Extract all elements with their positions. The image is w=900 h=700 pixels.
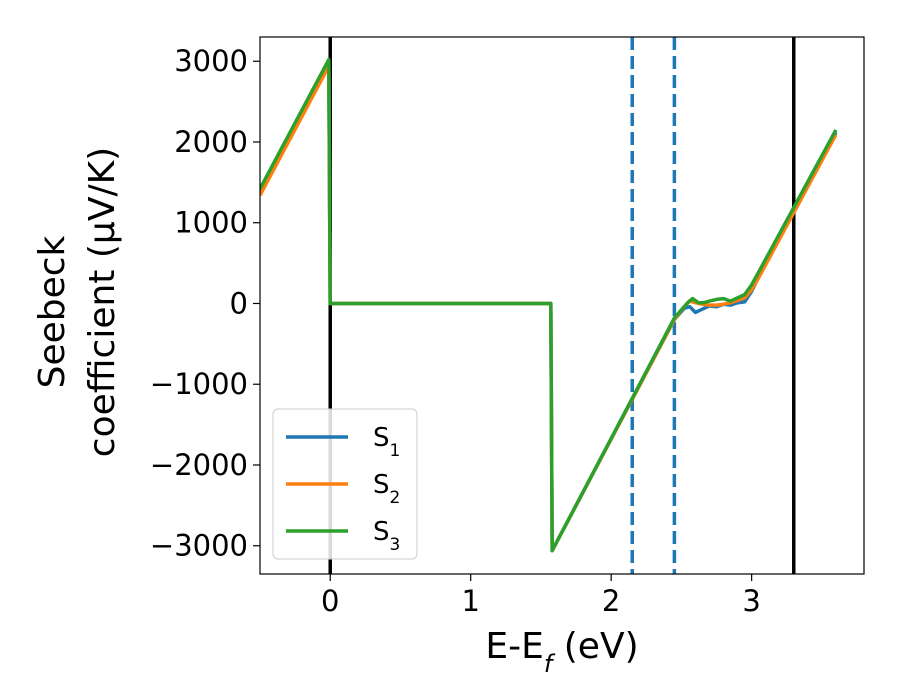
y-tick-label: −2000 <box>150 448 248 482</box>
y-tick-label: 0 <box>230 286 248 320</box>
plot-frame <box>259 36 865 575</box>
y-tick-label: 3000 <box>174 44 248 78</box>
x-axis: 0 1 2 3 <box>321 574 761 618</box>
legend-label-S2: S2 <box>373 470 400 508</box>
x-tick-label: 2 <box>602 584 620 618</box>
y-tick-label: −1000 <box>150 367 248 401</box>
legend-label-S1: S1 <box>373 423 400 461</box>
x-tick-label: 1 <box>461 584 479 618</box>
x-axis-label: E-Ef (eV) <box>485 626 638 678</box>
y-axis-label-line2: coefficient (μV/K) <box>82 147 123 457</box>
series-line-S3 <box>260 57 838 553</box>
series-lines <box>260 57 838 553</box>
y-tick-label: 1000 <box>174 206 248 240</box>
y-tick-label: −3000 <box>150 529 248 563</box>
y-axis: 3000 2000 1000 0 −1000 −2000 −3000 <box>150 44 260 563</box>
x-tick-label: 0 <box>321 584 339 618</box>
y-tick-label: 2000 <box>174 125 248 159</box>
x-tick-label: 3 <box>742 584 760 618</box>
legend-label-S3: S3 <box>373 517 400 555</box>
legend: S1 S2 S3 <box>272 408 418 560</box>
y-axis-label-line1: Seebeck <box>32 235 73 388</box>
